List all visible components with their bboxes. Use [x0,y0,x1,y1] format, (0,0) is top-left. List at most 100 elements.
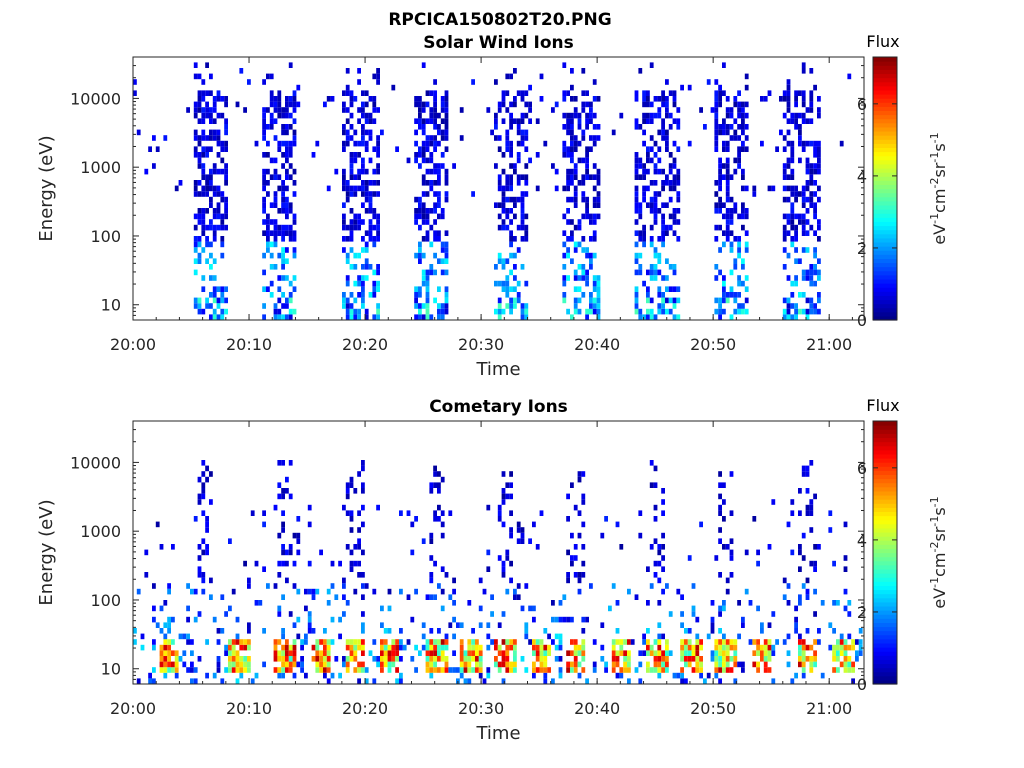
heatmap-cell [437,112,441,119]
heatmap-cell [722,174,726,180]
heatmap-cell [524,583,529,589]
heatmap-cell [714,202,719,208]
heatmap-cell [786,157,791,164]
heatmap-cell [741,616,745,623]
heatmap-cell [212,185,217,192]
y-axis-label: Energy (eV) [36,499,57,605]
heatmap-cell [399,639,403,645]
colorbar-step [873,507,897,513]
heatmap-cell [661,588,665,595]
heatmap-cell [266,73,270,80]
heatmap-cell [665,297,669,304]
heatmap-cell [520,213,525,220]
heatmap-cell [805,465,810,472]
heatmap-cell [794,672,798,679]
heatmap-cell [448,594,453,600]
heatmap-cell [672,157,677,164]
heatmap-cell [437,168,441,175]
heatmap-cell [661,230,665,236]
heatmap-cell [372,639,377,645]
heatmap-cell [847,600,852,606]
heatmap-cell [288,460,293,466]
heatmap-cell [433,163,437,169]
heatmap-cell [224,213,228,220]
heatmap-cell [642,650,646,656]
heatmap-cell [304,672,308,679]
heatmap-cell [513,264,517,270]
heatmap-cell [239,644,244,651]
heatmap-cell [839,633,844,640]
heatmap-cell [201,163,206,169]
heatmap-cell [790,213,795,220]
heatmap-cell [562,264,567,270]
heatmap-cell [661,308,665,315]
heatmap-cell [342,168,346,175]
heatmap-cell [285,644,289,651]
heatmap-cell [338,633,342,640]
heatmap-cell [262,174,266,180]
heatmap-cell [725,292,730,298]
heatmap-cell [292,639,297,645]
heatmap-cell [623,639,627,645]
heatmap-cell [786,107,791,113]
heatmap-cell [619,112,624,119]
heatmap-cell [714,208,719,214]
heatmap-cell [501,96,506,102]
heatmap-cell [718,656,722,662]
heatmap-cell [201,230,206,236]
heatmap-cell [577,577,582,584]
heatmap-cell [273,656,278,662]
heatmap-cell [520,224,525,231]
heatmap-cell [729,572,734,578]
heatmap-cell [383,639,388,645]
heatmap-cell [216,202,221,208]
heatmap-cell [357,510,361,516]
heatmap-cell [205,208,209,214]
heatmap-cell [505,644,510,651]
heatmap-cell [209,219,213,225]
colorbar-step [873,307,897,313]
heatmap-cell [357,644,361,651]
heatmap-cell [353,140,358,147]
heatmap-cell [228,639,232,645]
heatmap-cell [357,639,361,645]
heatmap-cell [459,135,464,141]
colorbar-step [873,429,897,434]
heatmap-cell [269,90,274,96]
heatmap-cell [140,644,145,651]
heatmap-cell [524,308,529,315]
heatmap-cell [752,516,757,522]
heatmap-cell [581,264,586,270]
heatmap-cell [520,208,525,214]
heatmap-cell [152,667,156,673]
heatmap-cell [224,202,228,208]
heatmap-cell [798,566,802,572]
heatmap-cell [680,594,684,600]
colorbar-step [873,106,897,112]
heatmap-cell [277,672,282,679]
heatmap-cell [224,224,228,231]
heatmap-cell [163,639,168,645]
heatmap-cell [319,667,323,673]
heatmap-cell [433,656,437,662]
heatmap-cell [638,252,643,259]
heatmap-cell [425,286,430,292]
heatmap-cell [779,129,783,136]
heatmap-cell [273,650,278,656]
heatmap-cell [349,247,354,253]
heatmap-cell [201,174,206,180]
heatmap-cell [444,633,449,640]
heatmap-cell [421,644,426,651]
heatmap-cell [292,140,297,147]
heatmap-cell [243,656,247,662]
heatmap-cell [505,224,510,231]
heatmap-cell [623,661,627,668]
heatmap-cell [653,213,658,220]
heatmap-cell [418,286,422,292]
heatmap-cell [513,286,517,292]
heatmap-cell [285,224,289,231]
heatmap-cell [714,661,719,668]
heatmap-cell [368,224,373,231]
heatmap-cell [661,555,665,561]
